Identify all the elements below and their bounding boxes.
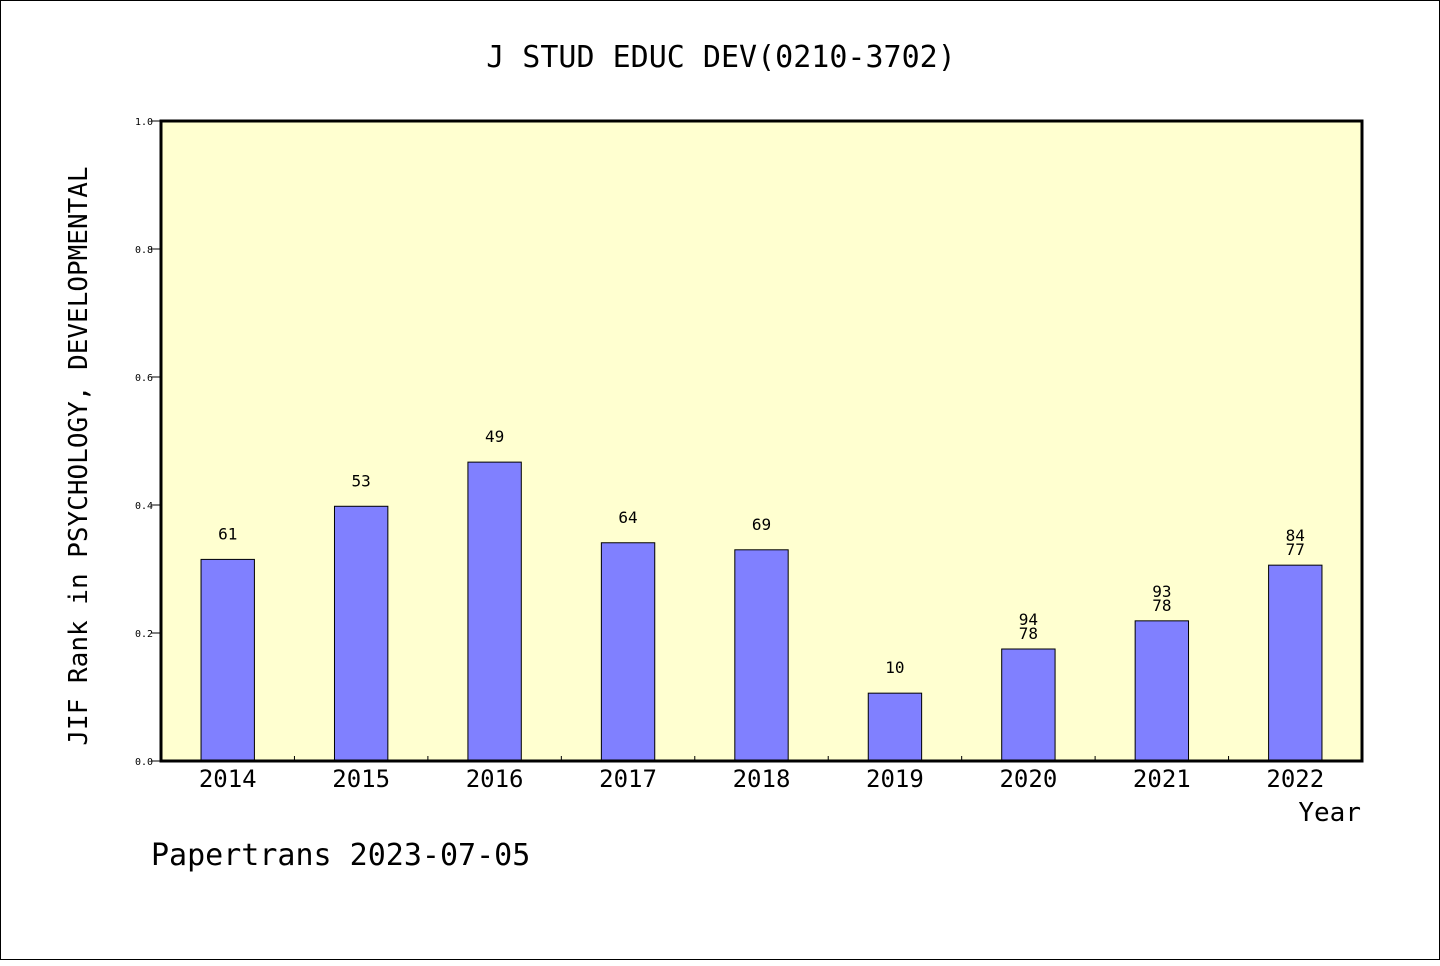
x-tick-label-2021: 2021 [1133,765,1191,793]
x-tick-label-2022: 2022 [1266,765,1324,793]
x-tick-label-2016: 2016 [466,765,524,793]
y-tick-label-2: 0.4 [135,501,153,512]
bar-2019 [867,692,923,762]
footer-text: Papertrans 2023-07-05 [151,838,530,873]
bar-2015 [333,505,389,762]
bar-2018 [734,549,789,762]
chart-title: J STUD EDUC DEV(0210-3702) [486,40,956,75]
y-tick-label-0: 0.0 [135,757,153,768]
x-tick-label-2018: 2018 [733,765,791,793]
y-tick-label-3: 0.6 [135,373,153,384]
bar-2014 [200,558,255,762]
bar-2021 [1134,620,1190,762]
x-tick-label-2014: 2014 [199,765,257,793]
x-tick-label-2017: 2017 [599,765,657,793]
bar-2016 [467,461,522,762]
data-label-2022-1: 77 [1286,540,1305,559]
bar-2017 [600,542,656,762]
x-tick-label-2019: 2019 [866,765,924,793]
data-label-2017-0: 64 [618,508,637,527]
y-tick-label-1: 0.2 [135,629,153,640]
data-label-2016-0: 49 [485,427,504,446]
y-tick-label-5: 1.0 [135,117,153,128]
bar-2022 [1268,564,1323,762]
bar-2020 [1001,648,1056,762]
x-tick-label-2015: 2015 [332,765,390,793]
data-label-2020-1: 78 [1019,624,1038,643]
y-tick-label-4: 0.8 [135,245,153,256]
x-axis-label: Year [1298,798,1361,828]
data-label-2015-0: 53 [352,471,371,490]
data-label-2014-0: 61 [218,524,237,543]
data-label-2021-1: 78 [1152,596,1171,615]
data-label-2022-0: 84 [1286,526,1305,545]
data-label-2020-0: 94 [1019,610,1038,629]
data-label-2018-0: 69 [752,515,771,534]
y-axis-label: JIF Rank in PSYCHOLOGY, DEVELOPMENTAL [64,166,94,745]
data-label-2019-0: 10 [885,658,904,677]
data-label-2021-0: 93 [1152,582,1171,601]
x-tick-label-2020: 2020 [999,765,1057,793]
plot-border [159,119,1364,763]
